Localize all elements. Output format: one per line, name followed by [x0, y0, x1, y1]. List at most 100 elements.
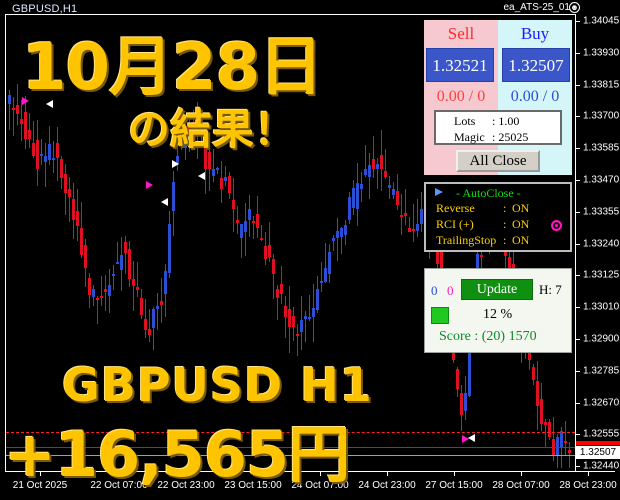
- candle-wick: [149, 308, 150, 343]
- time-tick: [320, 471, 321, 476]
- candle-wick: [273, 253, 274, 299]
- price-tick-label: 1.33585: [583, 142, 620, 154]
- price-tick: [576, 116, 580, 118]
- buy-price-button[interactable]: 1.32507: [502, 48, 570, 82]
- candle-body: [308, 317, 311, 320]
- candle-body: [332, 238, 335, 242]
- candle-body: [64, 174, 67, 194]
- candle-wick: [413, 204, 414, 242]
- candle-body: [76, 211, 79, 227]
- candle-body: [236, 220, 239, 223]
- candle-wick: [105, 274, 106, 312]
- candle-body: [84, 245, 87, 268]
- price-tick: [576, 339, 580, 340]
- status-dot-icon[interactable]: [551, 220, 562, 231]
- candle-body: [36, 140, 39, 170]
- autoclose-value[interactable]: ON: [512, 233, 530, 247]
- sell-price-button[interactable]: 1.32521: [426, 48, 494, 82]
- time-tick-label: 23 Oct 15:00: [224, 480, 282, 491]
- price-tick-label: 1.33010: [583, 301, 620, 313]
- candle-wick: [277, 285, 278, 320]
- time-tick-label: 21 Oct 2025: [12, 480, 68, 491]
- candle-body: [108, 285, 111, 296]
- caption-symbol: GBPUSD H1: [62, 358, 373, 412]
- candle-wick: [53, 140, 54, 173]
- price-tick: [576, 434, 580, 436]
- price-tick: [576, 466, 580, 468]
- autoclose-value[interactable]: ON: [512, 217, 530, 231]
- time-tick-label: 24 Oct 07:00: [291, 480, 349, 491]
- candle-body: [408, 228, 411, 232]
- candle-body: [152, 308, 155, 328]
- price-tick-label: 1.33125: [583, 269, 620, 281]
- candle-body: [20, 118, 23, 124]
- candle-body: [144, 318, 147, 331]
- buy-entry-marker: [462, 435, 469, 443]
- candle-wick: [565, 420, 566, 456]
- chart-frame-bottom: [5, 471, 615, 472]
- buy-exit-marker: [172, 160, 179, 168]
- candle-body: [264, 245, 267, 259]
- candle-body: [80, 227, 83, 256]
- candle-body: [396, 191, 399, 206]
- candle-body: [544, 421, 547, 425]
- candle-body: [104, 289, 107, 292]
- time-tick-label: 28 Oct 07:00: [492, 480, 550, 491]
- autoclose-panel[interactable]: - AutoClose - Reverse: ON RCI (+): ON Traili…: [424, 182, 572, 252]
- candle-body: [244, 220, 247, 232]
- sell-column[interactable]: Sell 1.32521 0.00 / 0: [424, 20, 498, 175]
- candle-body: [304, 316, 307, 319]
- candle-body: [160, 301, 163, 305]
- price-tick-label: 1.32440: [583, 460, 620, 472]
- time-tick: [119, 471, 120, 476]
- candle-body: [384, 170, 387, 177]
- candle-wick: [261, 225, 262, 242]
- autoclose-key: RCI (+): [436, 217, 474, 231]
- price-tick-label: 1.33700: [583, 110, 620, 122]
- candle-wick: [133, 260, 134, 311]
- candle-wick: [97, 296, 98, 324]
- time-tick: [454, 471, 455, 476]
- candle-body: [248, 209, 251, 220]
- candle-body: [280, 283, 283, 294]
- candle-body: [28, 130, 31, 140]
- candle-body: [60, 158, 63, 178]
- candle-body: [132, 279, 135, 286]
- candle-body: [68, 188, 71, 198]
- update-score: Score : (20) 1570: [439, 329, 537, 344]
- price-tick-label: 1.32670: [583, 397, 620, 409]
- progress-swatch-icon: [431, 307, 449, 324]
- smiley-face-icon[interactable]: ☻: [569, 2, 580, 13]
- candle-wick: [201, 123, 202, 141]
- candle-wick: [309, 295, 310, 322]
- candle-body: [292, 315, 295, 328]
- solid-price-line: [6, 447, 575, 448]
- candle-body: [164, 270, 167, 295]
- chart-symbol-label: GBPUSD,H1: [12, 3, 78, 15]
- price-axis[interactable]: 1.34045 1.33930 1.33815 1.33700 1.33585 1.334…: [576, 0, 620, 500]
- sell-exit-marker: [198, 172, 205, 180]
- time-tick: [521, 471, 522, 476]
- candle-body: [460, 392, 463, 415]
- buy-column[interactable]: Buy 1.32507 0.00 / 0: [498, 20, 572, 175]
- price-tick: [576, 402, 580, 404]
- all-close-button[interactable]: All Close: [456, 150, 540, 172]
- candle-body: [336, 231, 339, 238]
- candle-body: [376, 163, 379, 170]
- sell-exit-marker: [468, 434, 475, 442]
- autoclose-value[interactable]: ON: [512, 201, 530, 215]
- price-tick: [576, 275, 580, 277]
- candle-body: [364, 169, 367, 176]
- candle-body: [356, 183, 359, 209]
- magic-value: : 25025: [492, 130, 529, 144]
- autoclose-colon: :: [503, 233, 507, 247]
- candle-wick: [545, 418, 546, 448]
- candle-wick: [157, 292, 158, 331]
- price-tick-label: 1.32900: [583, 333, 620, 345]
- update-panel[interactable]: 0 0 Update H: 7 12 % Score : (20) 1570: [424, 268, 572, 353]
- candle-body: [140, 298, 143, 315]
- update-button[interactable]: Update: [461, 279, 533, 300]
- trade-panel[interactable]: Sell 1.32521 0.00 / 0 Buy 1.32507 0.00 /…: [424, 20, 572, 175]
- lots-value: : 1.00: [492, 114, 520, 128]
- current-price-marker: 1.32507: [576, 446, 620, 460]
